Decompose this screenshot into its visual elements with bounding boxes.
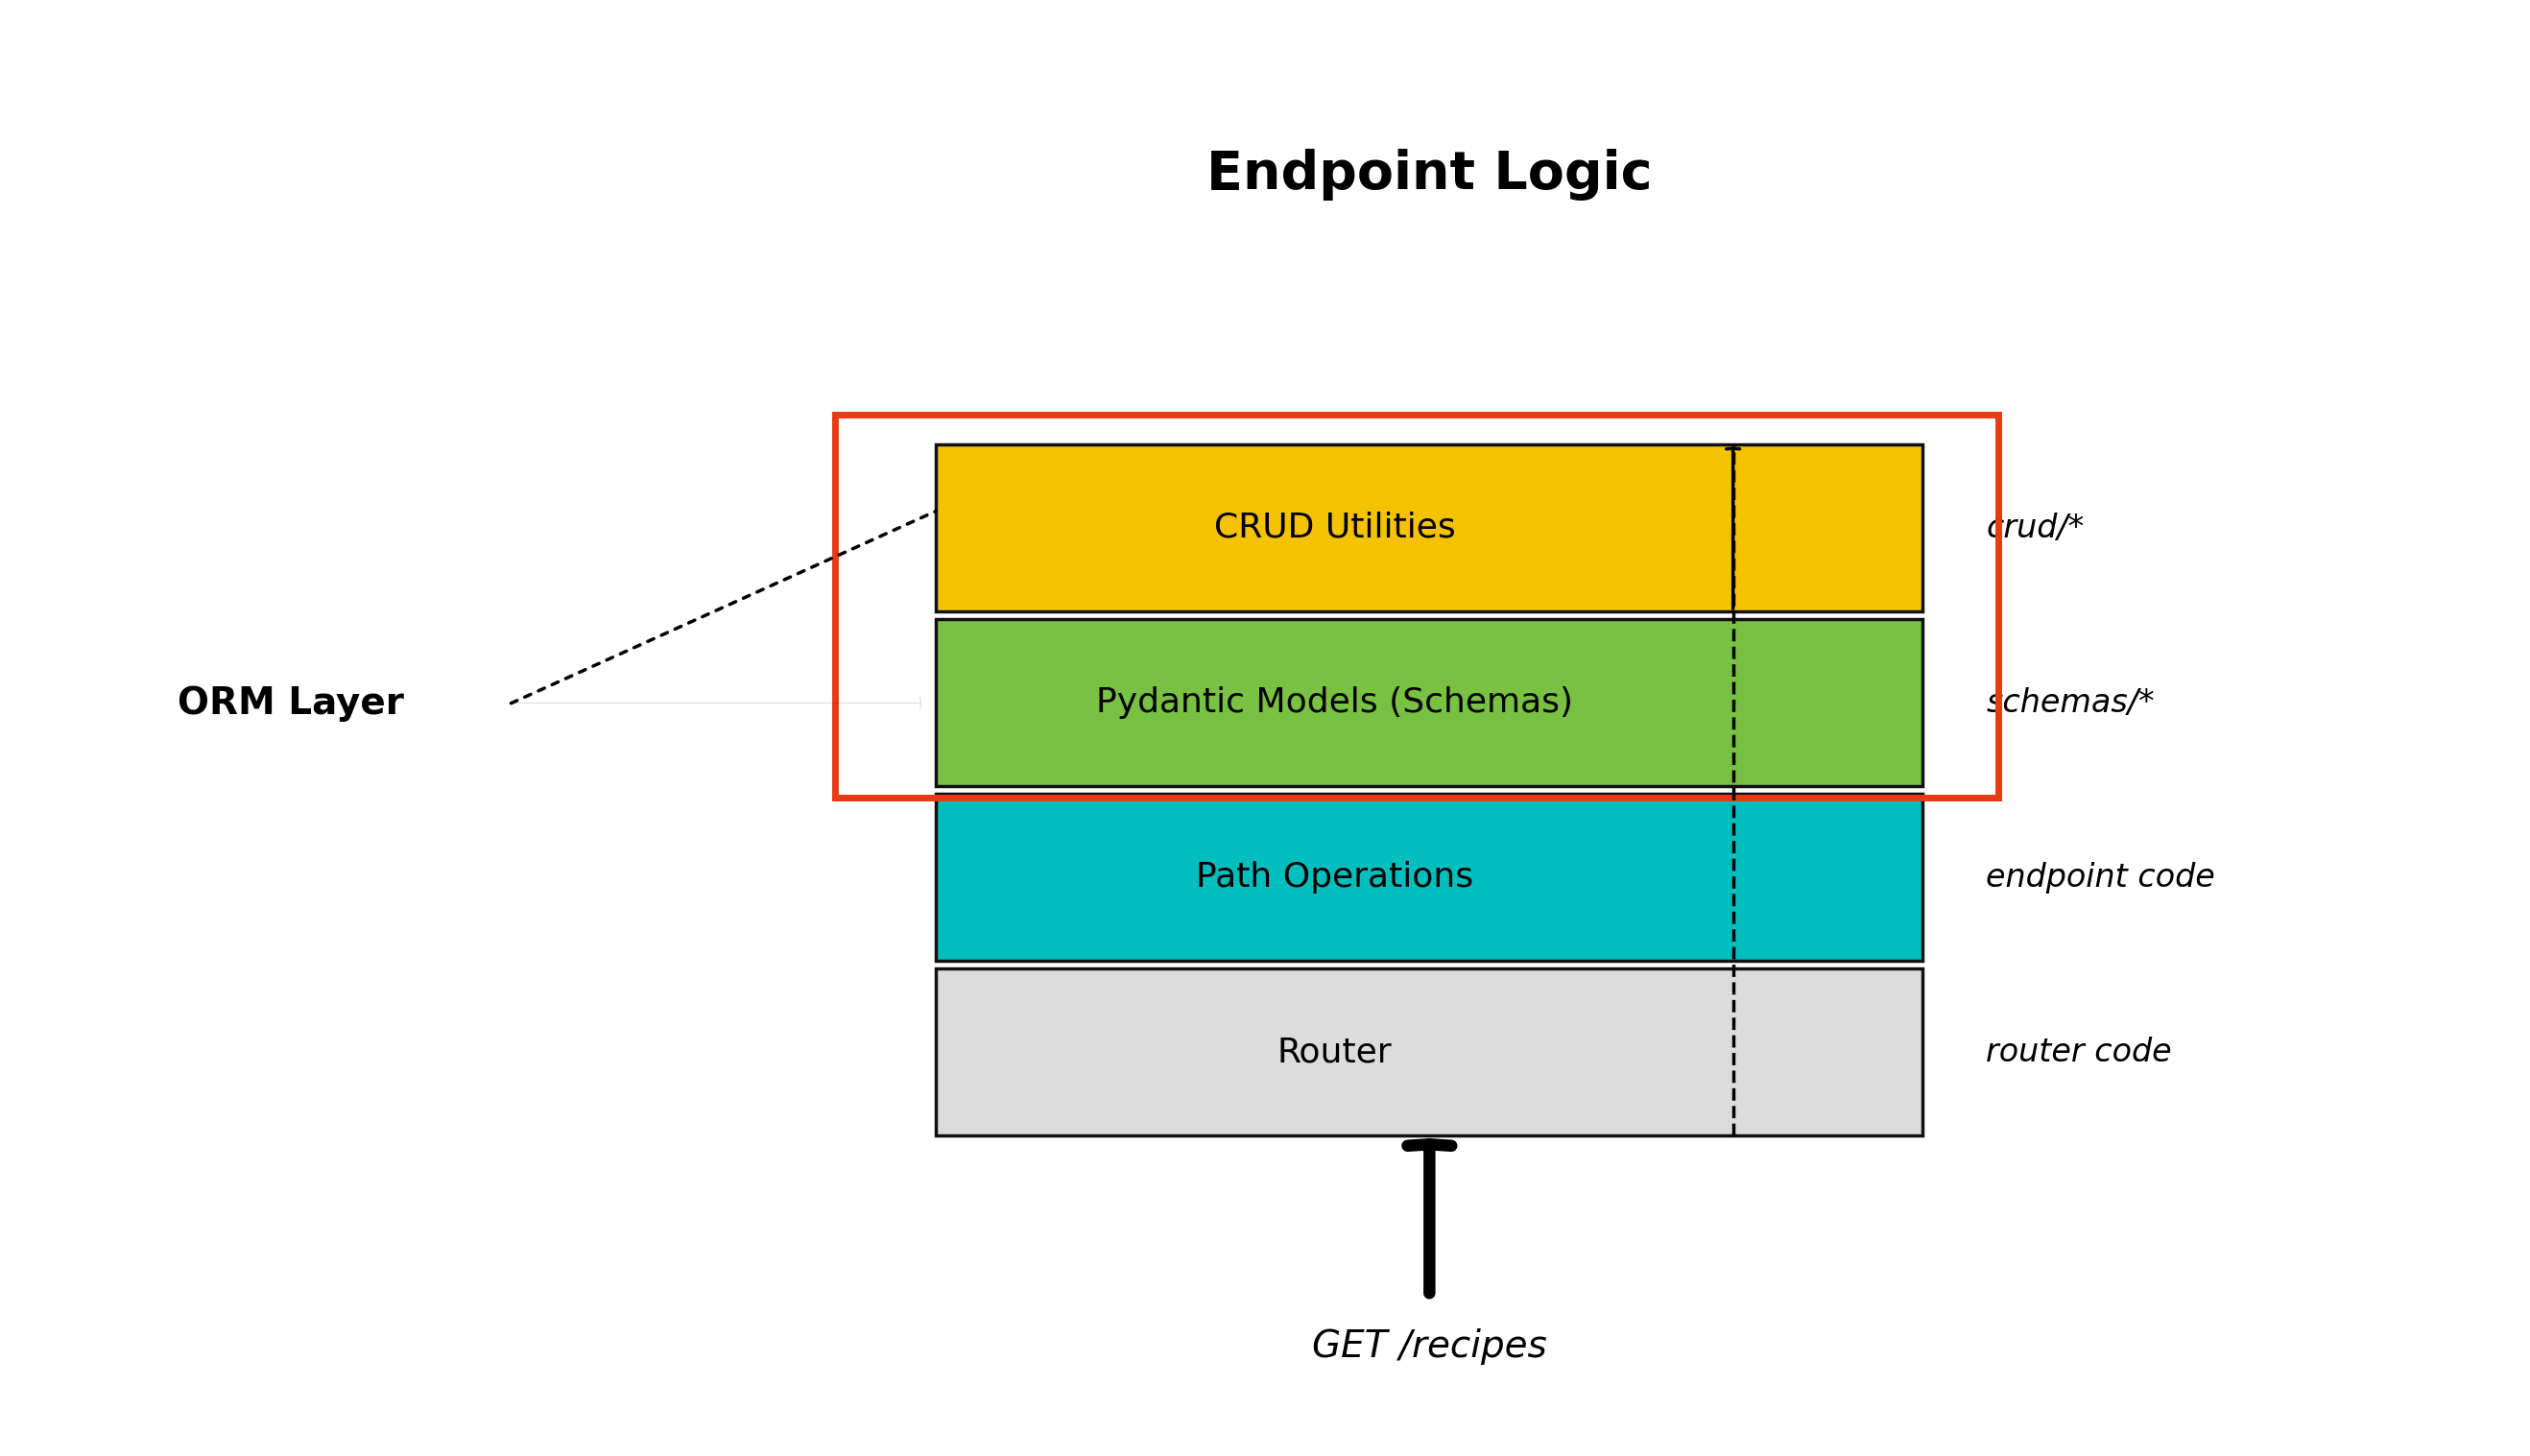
Bar xyxy=(936,619,1923,786)
Text: schemas/*: schemas/* xyxy=(1986,687,2156,719)
Text: GET /recipes: GET /recipes xyxy=(1313,1328,1546,1366)
Bar xyxy=(835,415,1999,798)
Text: Router: Router xyxy=(1278,1035,1392,1069)
Text: ORM Layer: ORM Layer xyxy=(177,684,405,722)
Bar xyxy=(936,794,1923,961)
Text: router code: router code xyxy=(1986,1037,2171,1069)
Text: Endpoint Logic: Endpoint Logic xyxy=(1207,149,1652,201)
Text: Pydantic Models (Schemas): Pydantic Models (Schemas) xyxy=(1095,686,1574,719)
Text: CRUD Utilities: CRUD Utilities xyxy=(1214,511,1455,545)
Text: Path Operations: Path Operations xyxy=(1197,860,1472,894)
Text: crud/*: crud/* xyxy=(1986,513,2085,545)
Bar xyxy=(936,444,1923,612)
Bar xyxy=(936,968,1923,1136)
Text: endpoint code: endpoint code xyxy=(1986,862,2216,894)
